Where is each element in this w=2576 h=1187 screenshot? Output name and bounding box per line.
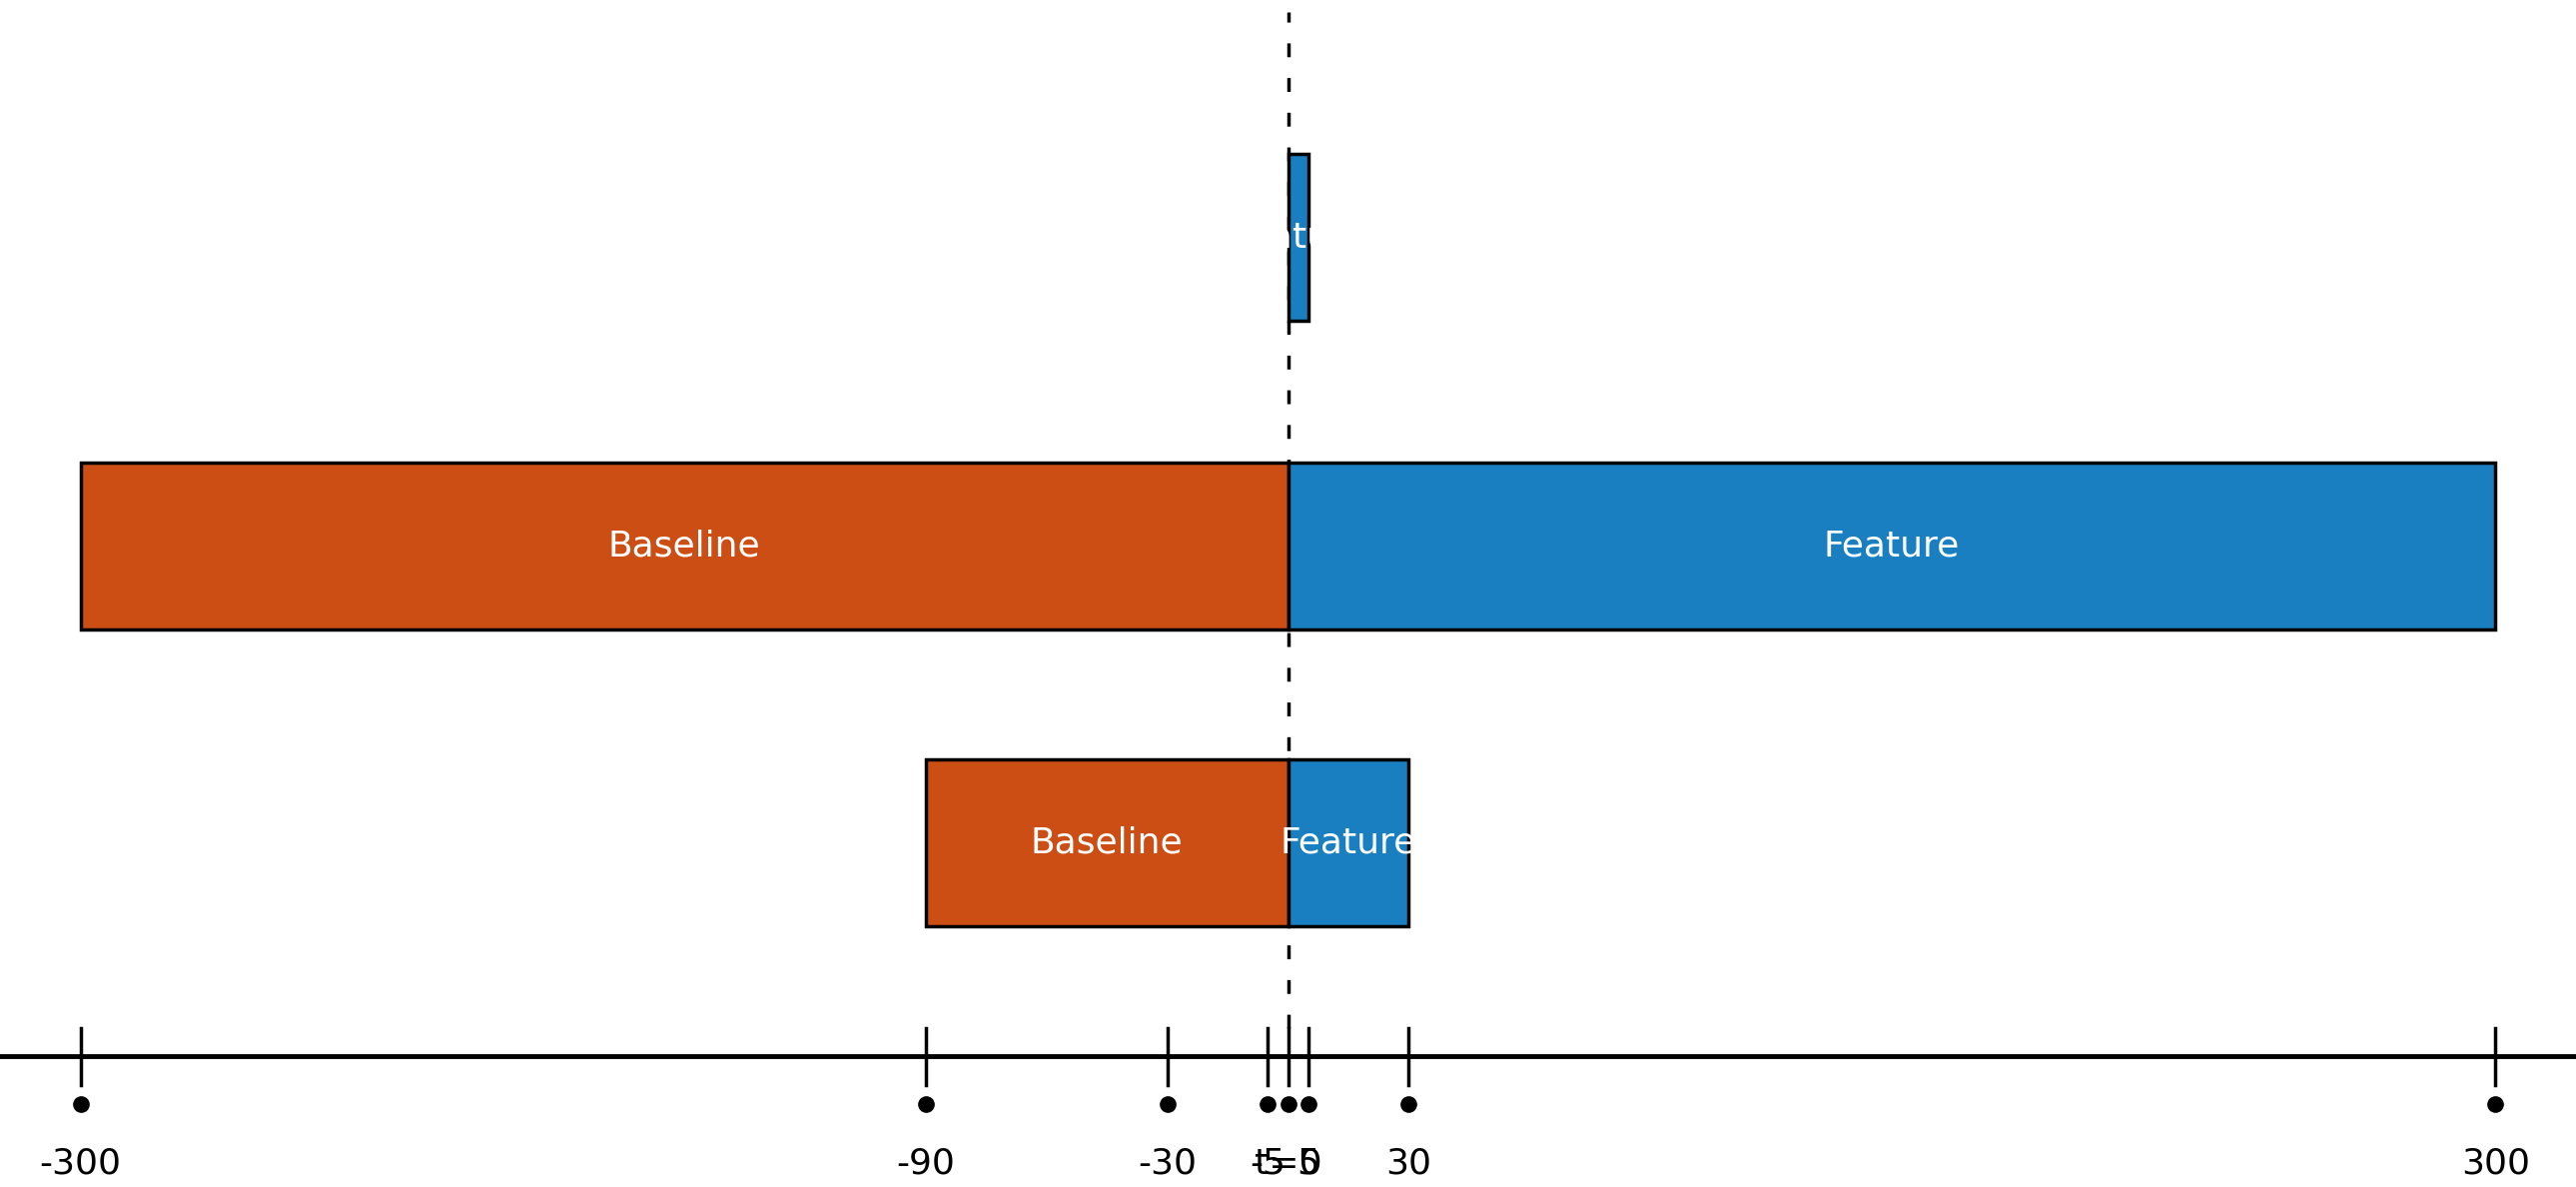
Bar	[1288, 463, 2496, 629]
Text: Feature: Feature	[1280, 826, 1417, 859]
Text: -30: -30	[1139, 1147, 1198, 1181]
Text: Baseline: Baseline	[608, 529, 760, 563]
Text: 30: 30	[1386, 1147, 1432, 1181]
Text: Feature: Feature	[1824, 529, 1960, 563]
Bar	[1288, 154, 1309, 320]
Text: t=0: t=0	[1255, 1147, 1321, 1181]
Text: Baseline: Baseline	[1030, 826, 1182, 859]
Bar	[925, 760, 1288, 926]
Text: -90: -90	[896, 1147, 956, 1181]
Text: -5: -5	[1249, 1147, 1285, 1181]
Text: -300: -300	[39, 1147, 121, 1181]
Text: 300: 300	[2460, 1147, 2530, 1181]
Text: 5: 5	[1296, 1147, 1319, 1181]
Bar	[1288, 760, 1409, 926]
Text: Feature: Feature	[1229, 221, 1365, 254]
Bar	[80, 463, 1288, 629]
